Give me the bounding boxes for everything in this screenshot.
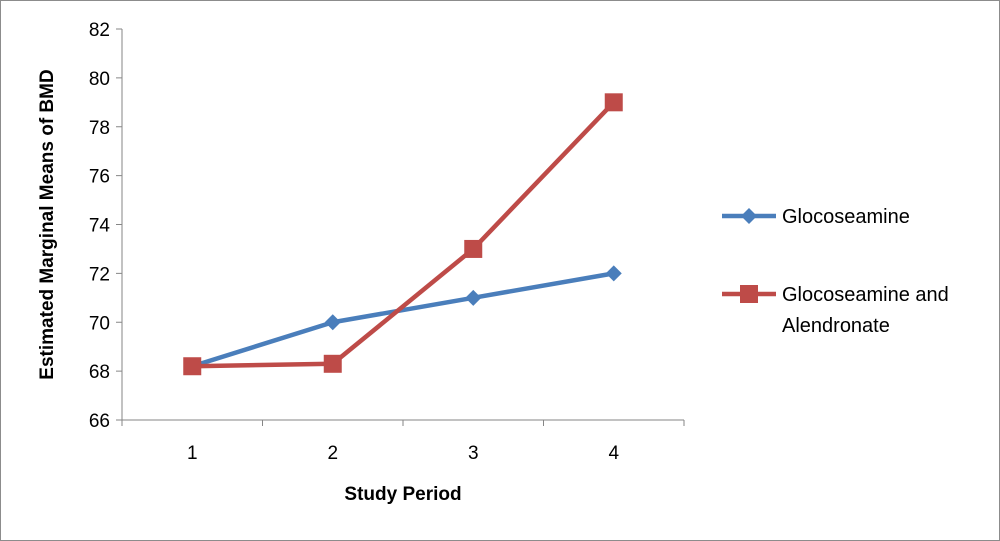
data-point <box>464 239 483 258</box>
x-axis-title: Study Period <box>344 484 461 505</box>
x-tick-label: 1 <box>187 443 198 464</box>
legend-item-2: Glocoseamine and Alendronate <box>722 284 949 337</box>
legend-marker <box>740 285 758 303</box>
series-layer <box>183 93 623 376</box>
x-tick-label: 2 <box>327 443 338 464</box>
legend-item-1: Glocoseamine <box>722 206 910 228</box>
legend-marker <box>741 208 757 224</box>
y-tick-label: 72 <box>89 264 110 285</box>
axes <box>116 28 685 426</box>
y-axis-title: Estimated Marginal Means of BMD <box>37 69 58 379</box>
series-line <box>190 271 616 369</box>
legend-label: Alendronate <box>782 315 890 337</box>
series-1 <box>184 265 622 375</box>
tick-labels: 66 68 70 72 74 76 78 80 82 1 2 3 4 <box>89 20 620 464</box>
y-tick-label: 70 <box>89 313 110 334</box>
x-tick-label: 4 <box>608 443 619 464</box>
data-point <box>323 354 342 373</box>
y-tick-label: 76 <box>89 167 110 188</box>
series-line <box>190 100 616 369</box>
x-tick-label: 3 <box>468 443 479 464</box>
legend: Glocoseamine Glocoseamine and Alendronate <box>722 206 949 337</box>
y-tick-label: 66 <box>89 411 110 432</box>
data-point <box>605 265 622 282</box>
y-tick-label: 82 <box>89 20 110 41</box>
legend-label: Glocoseamine <box>782 206 910 228</box>
legend-label: Glocoseamine and <box>782 284 949 306</box>
data-point <box>324 314 341 331</box>
data-point <box>604 93 623 112</box>
y-tick-label: 68 <box>89 362 110 383</box>
series-2 <box>183 93 623 376</box>
y-tick-label: 74 <box>89 216 111 237</box>
data-point <box>183 357 202 376</box>
y-tick-label: 80 <box>89 69 110 90</box>
y-tick-label: 78 <box>89 118 110 139</box>
data-point <box>465 289 482 306</box>
